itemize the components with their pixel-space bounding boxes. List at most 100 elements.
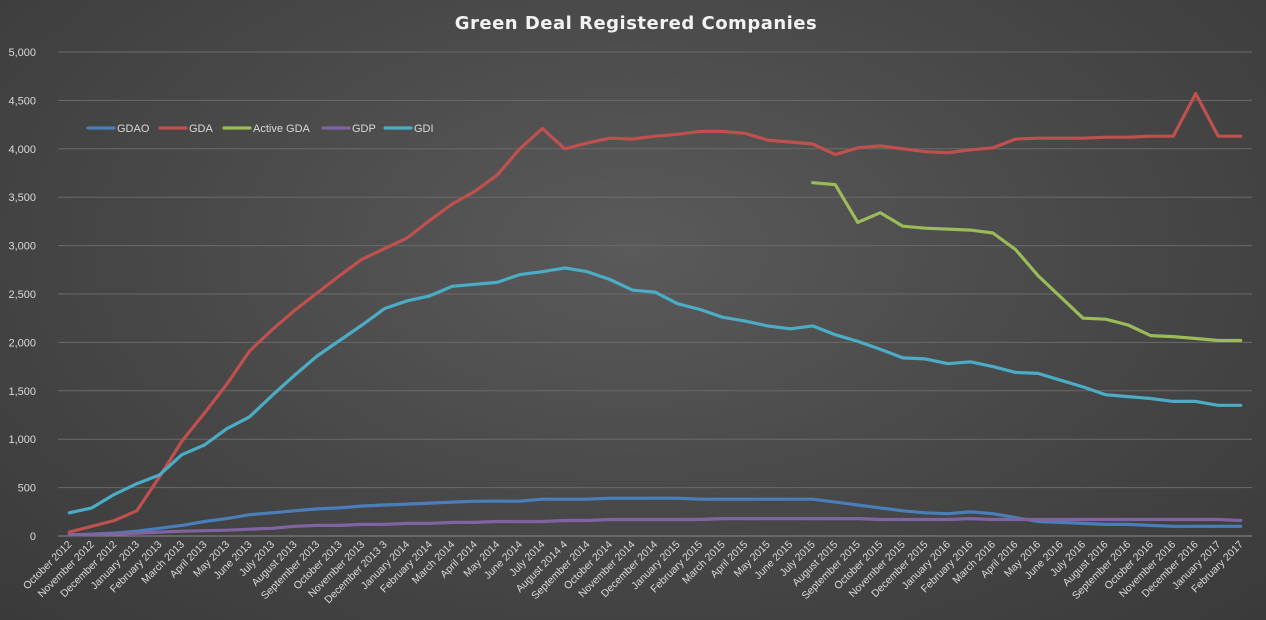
data-point [1014, 137, 1017, 141]
y-tick-label: 2,000 [8, 337, 36, 349]
data-point [248, 415, 251, 419]
data-point [1239, 519, 1242, 522]
data-point [360, 257, 364, 261]
data-point [225, 528, 229, 532]
data-point [653, 497, 657, 500]
data-point [1194, 400, 1197, 403]
data-point [608, 518, 612, 521]
data-point [1081, 385, 1085, 389]
data-point [113, 532, 116, 536]
y-tick-label: 3,500 [8, 192, 36, 204]
data-point [203, 443, 206, 447]
data-point [1239, 525, 1242, 528]
data-point [225, 382, 229, 386]
data-point [180, 529, 184, 533]
data-point [1149, 397, 1152, 400]
data-point [338, 524, 341, 527]
data-point [1126, 323, 1130, 327]
data-point [676, 302, 679, 305]
data-point [631, 137, 634, 141]
data-point [924, 226, 927, 230]
data-point [856, 146, 859, 150]
data-point [270, 511, 274, 514]
data-point [856, 221, 859, 224]
data-point [743, 319, 747, 323]
data-point [1036, 136, 1040, 140]
data-point [676, 497, 679, 500]
y-axis-tick-labels: 0 500 1,000 1,500 2,000 2,500 3,000 3,500 4,000 4… [8, 47, 36, 543]
data-point [811, 498, 814, 501]
data-point [248, 513, 251, 516]
data-point [90, 525, 93, 528]
series-line [67, 517, 1243, 537]
data-point [1036, 518, 1040, 521]
data-point [1149, 135, 1152, 138]
data-point [608, 278, 612, 281]
data-point [586, 270, 589, 273]
data-point [383, 307, 386, 310]
data-point [946, 227, 950, 231]
data-point [90, 533, 93, 536]
data-point [68, 511, 71, 514]
data-point [158, 473, 161, 477]
data-point [901, 225, 905, 228]
data-point [653, 518, 657, 521]
data-point [1059, 518, 1062, 521]
data-point [653, 290, 657, 294]
data-point [338, 274, 341, 277]
data-point [496, 173, 499, 177]
legend-item: GDI [383, 123, 434, 135]
legend-item: Active GDA [222, 123, 311, 135]
data-point [1014, 248, 1017, 251]
data-point [969, 360, 972, 363]
data-point [946, 518, 950, 521]
data-point [1059, 521, 1062, 524]
data-point [405, 236, 409, 240]
data-point [496, 520, 499, 523]
data-point [360, 504, 364, 508]
data-point [969, 510, 972, 513]
data-point [338, 339, 341, 342]
data-point [879, 518, 882, 521]
data-point [811, 142, 814, 146]
data-point [834, 153, 837, 156]
data-point [135, 531, 139, 535]
data-point [1239, 404, 1242, 407]
data-point [1217, 339, 1220, 342]
data-point [451, 202, 454, 206]
data-point [1104, 518, 1107, 521]
data-point [113, 493, 116, 496]
y-tick-label: 2,500 [8, 289, 36, 301]
data-point [428, 219, 431, 222]
data-point [203, 520, 206, 523]
legend-label: GDI [414, 123, 434, 135]
data-point [766, 517, 769, 520]
data-point [158, 527, 161, 530]
data-point [924, 518, 927, 521]
series-line [67, 92, 1243, 534]
y-tick-label: 500 [18, 483, 36, 495]
data-point [991, 518, 995, 521]
data-point [631, 497, 634, 500]
data-point [428, 522, 431, 525]
data-point [1217, 518, 1220, 521]
data-point [834, 333, 837, 336]
data-point [766, 138, 769, 142]
y-tick-label: 1,500 [8, 386, 36, 398]
data-point [608, 136, 612, 140]
data-point [473, 190, 476, 193]
data-point [1171, 135, 1175, 138]
data-point [473, 283, 476, 286]
data-point [1171, 525, 1175, 528]
data-point [518, 499, 522, 503]
data-point [698, 498, 702, 501]
data-point [451, 500, 454, 504]
data-point [743, 132, 747, 135]
data-point [1081, 518, 1085, 521]
legend-label: GDAO [117, 123, 150, 135]
data-point [1104, 317, 1107, 321]
data-point [563, 147, 567, 150]
data-point [270, 394, 274, 397]
data-point [834, 500, 837, 504]
